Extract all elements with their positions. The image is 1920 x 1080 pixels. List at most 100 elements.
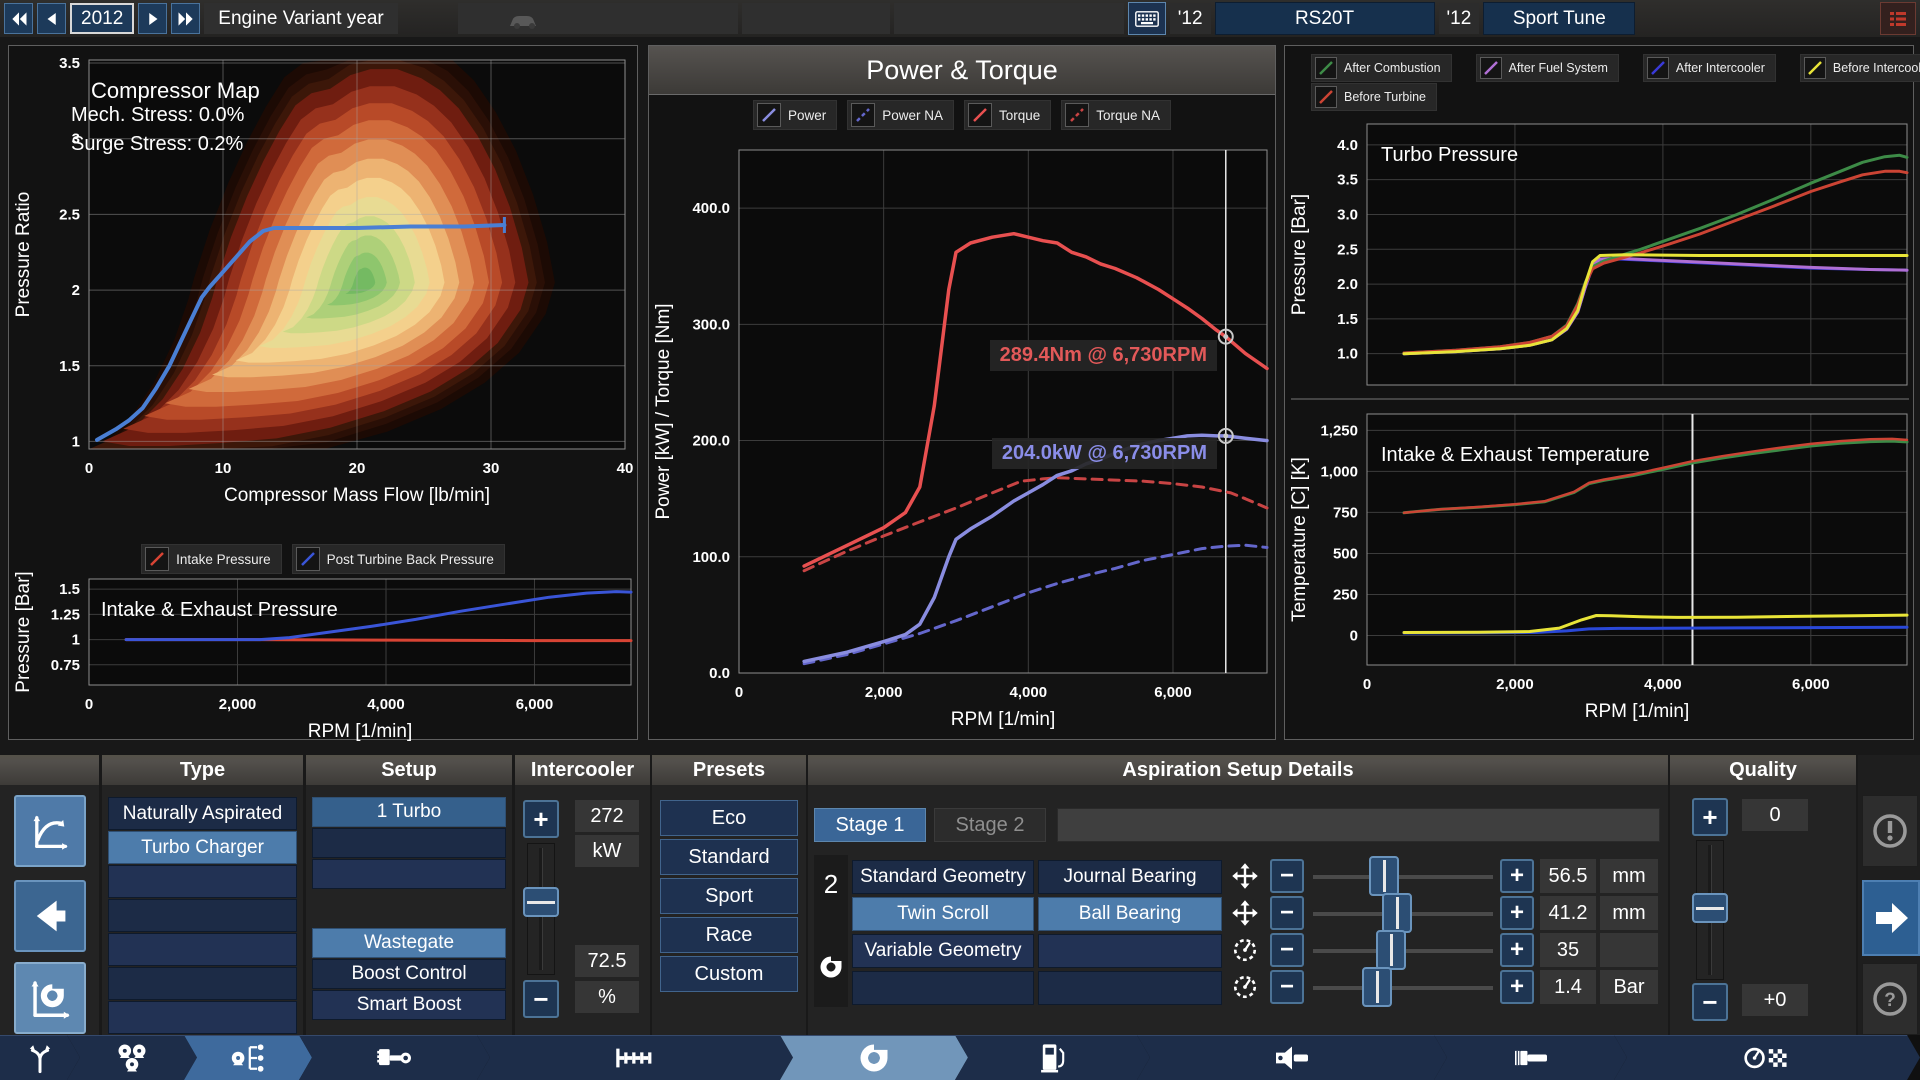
- tab-fuel-system[interactable]: [955, 1035, 1150, 1080]
- preset-sport-button[interactable]: Sport: [660, 878, 798, 914]
- legend-item-torque[interactable]: Torque: [963, 100, 1052, 130]
- setup-option-boost-control[interactable]: Boost Control: [312, 959, 506, 989]
- help-button[interactable]: ?: [1862, 963, 1918, 1035]
- ar-decrease-button[interactable]: −: [1270, 933, 1304, 967]
- svg-text:4,000: 4,000: [1644, 676, 1682, 693]
- legend-item-before-intercooler[interactable]: Before Intercooler: [1799, 54, 1920, 82]
- tab-exhaust[interactable]: [1137, 1035, 1447, 1080]
- legend-item-intake-pressure[interactable]: Intake Pressure: [141, 544, 282, 574]
- top-slot-2: [741, 3, 890, 34]
- trim-name-button[interactable]: Sport Tune: [1483, 2, 1636, 35]
- compressor-slider-handle[interactable]: [1369, 856, 1399, 896]
- bearing-empty[interactable]: [1038, 934, 1222, 968]
- turbo-curve-icon: [31, 980, 70, 1019]
- geometry-twin-scroll[interactable]: Twin Scroll: [852, 897, 1034, 931]
- year-prev-button[interactable]: [37, 3, 66, 34]
- setup-option-empty[interactable]: [312, 859, 506, 889]
- svg-text:300.0: 300.0: [692, 316, 730, 333]
- legend-swatch: [145, 547, 170, 571]
- quality-slider-handle[interactable]: [1692, 893, 1728, 923]
- tab-dyno[interactable]: [1434, 1035, 1627, 1080]
- compressor-decrease-button[interactable]: −: [1270, 859, 1304, 893]
- legend-item-before-turbine[interactable]: Before Turbine: [1311, 83, 1437, 111]
- boost-increase-button[interactable]: +: [1500, 970, 1534, 1004]
- geometry-variable[interactable]: Variable Geometry: [852, 934, 1034, 968]
- legend-item-power[interactable]: Power: [752, 100, 838, 130]
- ar-slider-handle[interactable]: [1376, 930, 1406, 970]
- tab-stage-2[interactable]: Stage 2: [934, 808, 1046, 842]
- legend-item-after-combustion[interactable]: After Combustion: [1311, 54, 1452, 82]
- legend-label: Before Turbine: [1344, 90, 1426, 104]
- type-option-empty[interactable]: [108, 899, 297, 932]
- boost-slider-handle[interactable]: [1362, 967, 1392, 1007]
- minus-icon: −: [533, 983, 549, 1014]
- compressor-slider-track[interactable]: [1313, 874, 1493, 879]
- tab-stage-1[interactable]: Stage 1: [814, 808, 926, 842]
- tab-top-end[interactable]: [477, 1035, 793, 1080]
- turbo-legend-row-2: Before Turbine: [1311, 83, 1437, 111]
- quality-column: Quality + − 0 +0: [1670, 755, 1856, 1035]
- notes-button[interactable]: [1880, 2, 1916, 35]
- svg-text:20: 20: [349, 460, 366, 477]
- preset-eco-button[interactable]: Eco: [660, 800, 798, 836]
- bearing-ball[interactable]: Ball Bearing: [1038, 897, 1222, 931]
- legend-item-after-intercooler[interactable]: After Intercooler: [1642, 54, 1776, 82]
- intercooler-slider-handle[interactable]: [523, 887, 559, 917]
- year-last-button[interactable]: [171, 3, 201, 34]
- quality-increase-button[interactable]: +: [1692, 798, 1728, 836]
- turbine-decrease-button[interactable]: −: [1270, 896, 1304, 930]
- legend-item-power-na[interactable]: Power NA: [847, 100, 954, 130]
- svg-text:1.0: 1.0: [1337, 346, 1358, 363]
- preset-standard-button[interactable]: Standard: [660, 839, 798, 875]
- boost-slider-track[interactable]: [1313, 985, 1493, 990]
- boost-pressure-unit: Bar: [1600, 970, 1658, 1004]
- setup-option-turbo-count[interactable]: 1 Turbo: [312, 797, 506, 827]
- stage-name-field[interactable]: [1057, 808, 1660, 842]
- setup-option-wastegate[interactable]: Wastegate: [312, 928, 506, 958]
- geometry-empty[interactable]: [852, 971, 1034, 1005]
- intercooler-increase-button[interactable]: +: [523, 800, 559, 838]
- ar-increase-button[interactable]: +: [1500, 933, 1534, 967]
- compressor-increase-button[interactable]: +: [1500, 859, 1534, 893]
- tab-aspiration[interactable]: [780, 1035, 968, 1080]
- type-option-naturally-aspirated[interactable]: Naturally Aspirated: [108, 797, 297, 830]
- boost-decrease-button[interactable]: −: [1270, 970, 1304, 1004]
- dyno-graph-button[interactable]: [14, 795, 86, 867]
- year-first-button[interactable]: [4, 3, 33, 34]
- right-arrow-icon: [149, 12, 158, 25]
- variant-year-value[interactable]: 2012: [70, 3, 135, 34]
- tab-engine-family[interactable]: [67, 1035, 197, 1080]
- year-next-button[interactable]: [138, 3, 168, 34]
- setup-option-smart-boost[interactable]: Smart Boost: [312, 990, 506, 1020]
- quality-decrease-button[interactable]: −: [1692, 983, 1728, 1021]
- setup-option-empty[interactable]: [312, 828, 506, 858]
- tab-testing[interactable]: [1614, 1035, 1920, 1080]
- bearing-journal[interactable]: Journal Bearing: [1038, 860, 1222, 894]
- minus-icon: −: [1279, 936, 1294, 963]
- legend-item-back-pressure[interactable]: Post Turbine Back Pressure: [291, 544, 505, 574]
- type-option-empty[interactable]: [108, 865, 297, 898]
- tab-bottom-end[interactable]: [299, 1035, 490, 1080]
- type-option-turbo-charger[interactable]: Turbo Charger: [108, 831, 297, 864]
- tab-overview[interactable]: [0, 1035, 80, 1080]
- warnings-button[interactable]: [1862, 795, 1918, 867]
- model-name-button[interactable]: RS20T: [1214, 2, 1435, 35]
- legend-item-torque-na[interactable]: Torque NA: [1061, 100, 1172, 130]
- type-option-empty[interactable]: [108, 967, 297, 1000]
- turbo-graph-button[interactable]: [14, 962, 86, 1034]
- preset-race-button[interactable]: Race: [660, 917, 798, 953]
- tab-engine-variant[interactable]: [184, 1035, 312, 1080]
- engine-designer-toolbar: [0, 1035, 1920, 1080]
- intercooler-decrease-button[interactable]: −: [523, 980, 559, 1018]
- next-step-button[interactable]: [1862, 880, 1920, 956]
- turbine-increase-button[interactable]: +: [1500, 896, 1534, 930]
- type-option-empty[interactable]: [108, 1001, 297, 1034]
- turbine-slider-handle[interactable]: [1382, 893, 1412, 933]
- geometry-standard[interactable]: Standard Geometry: [852, 860, 1034, 894]
- legend-item-after-fuel-system[interactable]: After Fuel System: [1475, 54, 1619, 82]
- bearing-empty[interactable]: [1038, 971, 1222, 1005]
- preset-custom-button[interactable]: Custom: [660, 956, 798, 992]
- rename-button[interactable]: [1127, 2, 1166, 35]
- type-option-empty[interactable]: [108, 933, 297, 966]
- back-button[interactable]: [14, 880, 86, 952]
